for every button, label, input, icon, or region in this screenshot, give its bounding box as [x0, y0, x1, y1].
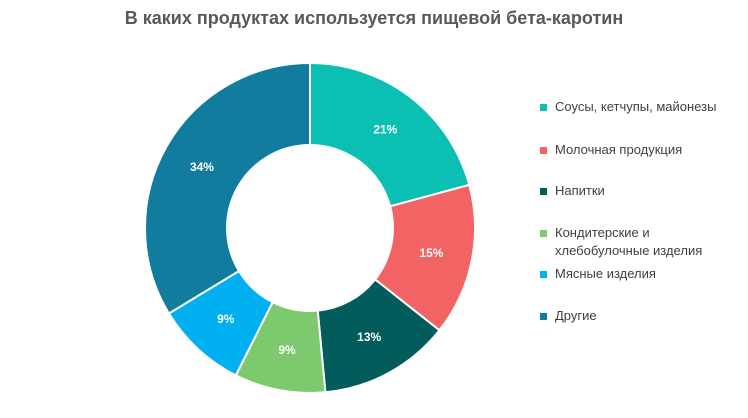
- data-label-confectionery: 9%: [278, 343, 296, 357]
- data-label-other: 34%: [190, 160, 214, 174]
- legend-item-sauces: Соусы, кетчупы, майонезы: [540, 98, 740, 116]
- legend-item-drinks: Напитки: [540, 182, 740, 200]
- legend-label: Кондитерские и хлебобулочные изделия: [555, 225, 703, 258]
- donut-slices: [144, 61, 476, 394]
- legend-swatch: [540, 230, 547, 237]
- legend-label: Соусы, кетчупы, майонезы: [555, 99, 717, 114]
- data-label-sauces: 21%: [373, 123, 397, 137]
- legend-swatch: [540, 313, 547, 320]
- legend-swatch: [540, 188, 547, 195]
- data-label-drinks: 13%: [357, 330, 381, 344]
- data-label-meat: 9%: [217, 312, 235, 326]
- legend-item-dairy: Молочная продукция: [540, 141, 740, 159]
- legend-item-other: Другие: [540, 307, 740, 325]
- legend-label: Напитки: [555, 183, 605, 198]
- chart-title: В каких продуктах используется пищевой б…: [124, 8, 624, 28]
- donut-data-labels: 21% 15% 13% 9% 9% 34%: [190, 123, 444, 357]
- slice-sauces: [309, 61, 471, 208]
- slice-other: [144, 61, 311, 315]
- legend-label: Мясные изделия: [555, 266, 656, 281]
- legend-label: Молочная продукция: [555, 142, 683, 157]
- legend-swatch: [540, 147, 547, 154]
- legend-label: Другие: [555, 308, 597, 323]
- legend-swatch: [540, 271, 547, 278]
- legend-item-meat: Мясные изделия: [540, 265, 740, 283]
- legend-swatch: [540, 104, 547, 111]
- legend-item-confectionery: Кондитерские и хлебобулочные изделия: [540, 224, 740, 260]
- data-label-dairy: 15%: [419, 246, 443, 260]
